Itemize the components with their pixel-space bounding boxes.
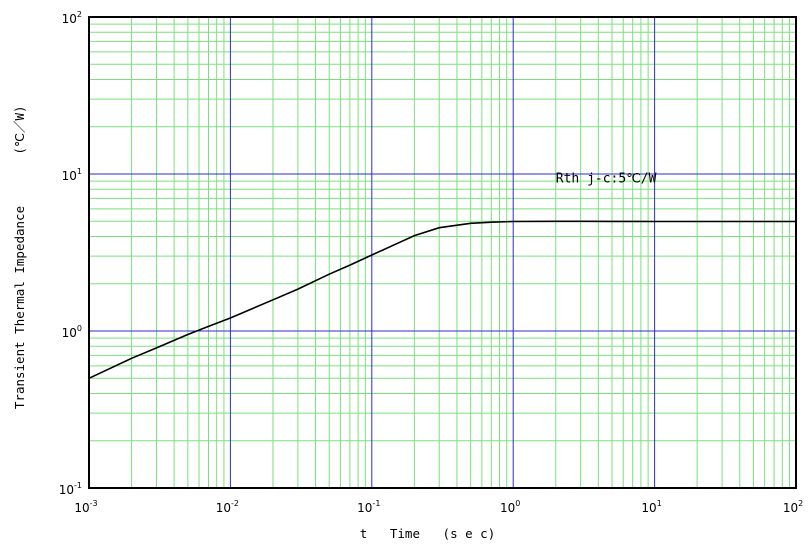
x-tick-label: 10-3 <box>74 499 97 515</box>
x-tick-label: 100 <box>500 499 520 515</box>
y-tick-label: 10-1 <box>59 481 82 497</box>
minor-gridlines <box>89 17 796 488</box>
x-tick-label: 102 <box>783 499 803 515</box>
x-tick-label: 10-1 <box>357 499 380 515</box>
y-tick-label: 101 <box>62 167 82 183</box>
plot-area-frame <box>88 16 797 489</box>
x-axis-label: t Time (s e c) <box>360 526 495 541</box>
x-tick-label: 101 <box>641 499 661 515</box>
series-line <box>88 220 796 380</box>
x-tick-label: 10-2 <box>216 499 239 515</box>
y-axis-label: Transient Thermal Impedance <box>12 206 27 409</box>
annotation-rth: Rth j-c:5℃/W <box>556 172 657 187</box>
y-tick-label: 100 <box>62 324 82 340</box>
y-tick-label: 102 <box>62 10 82 26</box>
y-axis-unit-label: (℃／W) <box>12 105 27 154</box>
y-axis-ticks: 10-1 100 101 102 <box>59 10 82 497</box>
x-axis-ticks: 10-3 10-2 10-1 100 101 102 <box>74 499 803 515</box>
major-gridlines <box>89 17 796 488</box>
